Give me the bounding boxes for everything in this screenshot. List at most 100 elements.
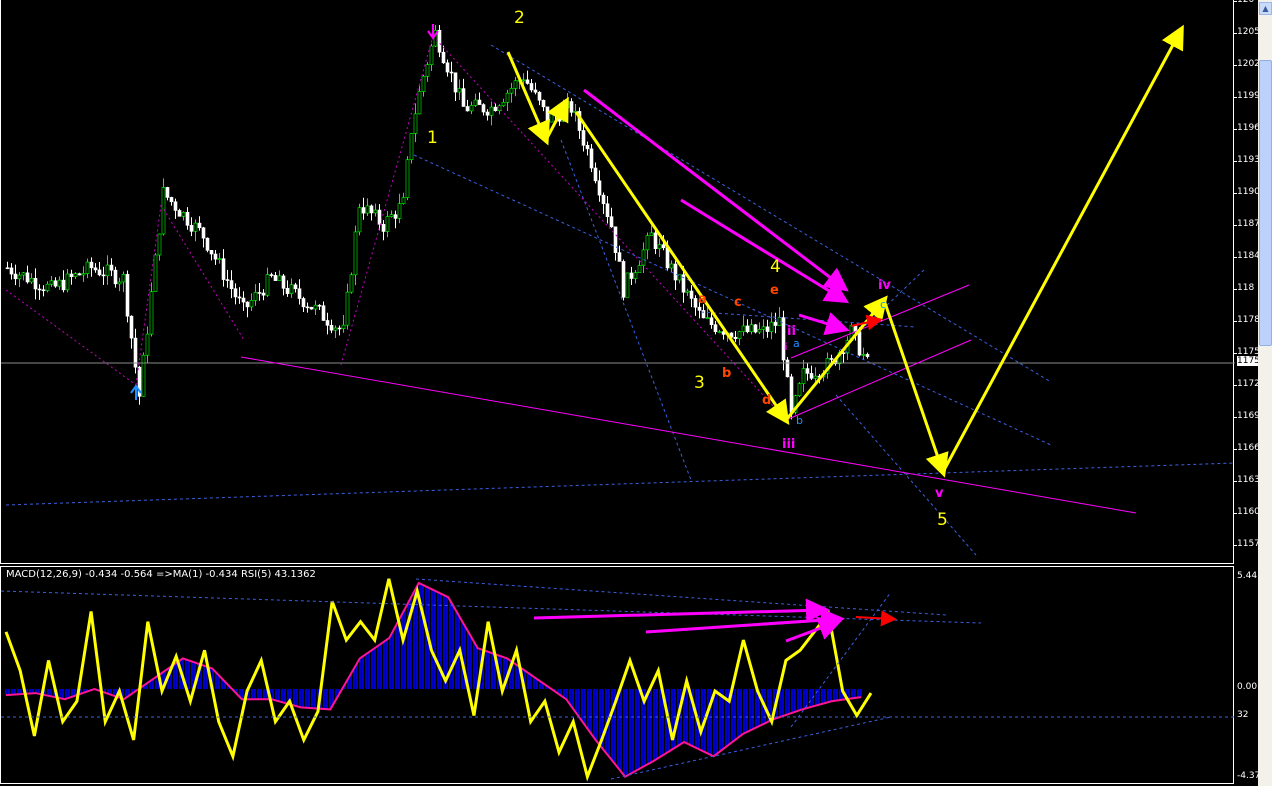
candle	[545, 106, 550, 127]
candle	[593, 162, 598, 184]
candle	[425, 62, 430, 82]
candle	[341, 315, 346, 333]
candle	[381, 220, 386, 241]
candle	[229, 270, 234, 299]
candle	[713, 320, 718, 335]
candle	[225, 269, 230, 288]
candle	[505, 89, 510, 112]
candle	[609, 207, 614, 228]
axis-tick	[1234, 353, 1237, 355]
wave-path	[574, 111, 790, 425]
candle	[173, 198, 178, 219]
indicator-pane[interactable]	[0, 566, 1235, 784]
price-tick-label: 1160	[1237, 507, 1259, 518]
price-chart-pane[interactable]	[0, 0, 1235, 564]
candle	[697, 298, 702, 319]
candle	[493, 103, 498, 112]
wave-path	[506, 51, 550, 146]
candle	[53, 277, 58, 288]
candle	[633, 270, 638, 284]
axis-tick	[1234, 417, 1237, 419]
axis-tick	[1234, 225, 1237, 227]
magenta-arrow	[533, 598, 830, 623]
candle	[349, 272, 354, 294]
candle	[677, 274, 682, 284]
wave-label-ii: ii	[787, 324, 796, 339]
candle	[309, 306, 314, 310]
candle	[221, 249, 226, 287]
candle	[513, 76, 518, 97]
candle	[461, 78, 466, 107]
axis-tick	[1234, 33, 1237, 34]
axis-tick	[1234, 257, 1237, 259]
candle	[373, 203, 378, 217]
candle	[625, 272, 630, 298]
candle	[369, 204, 374, 221]
candle	[321, 301, 326, 321]
axis-tick	[1234, 289, 1237, 291]
wave-path	[882, 299, 949, 478]
candle	[241, 291, 246, 311]
indicator-tick-label: 32	[1237, 710, 1249, 720]
candle	[213, 249, 218, 265]
up-arrow-icon	[130, 384, 142, 400]
trendline	[860, 267, 927, 331]
candle	[281, 273, 286, 296]
wave-label-1: 1	[427, 128, 438, 148]
price-tick-label: 1187	[1237, 219, 1259, 230]
candle	[257, 283, 262, 301]
candle	[201, 226, 206, 248]
candle	[69, 269, 74, 285]
candle	[601, 192, 606, 214]
candle	[705, 307, 710, 320]
candle	[765, 319, 770, 338]
candle	[653, 229, 658, 255]
price-tick-label: 1199	[1237, 91, 1259, 102]
candle	[497, 104, 502, 115]
trend-channels-dashed	[5, 44, 1235, 556]
wave-label-orange-a: a	[698, 292, 707, 307]
candle	[865, 352, 870, 359]
candle	[129, 315, 134, 349]
candle	[121, 271, 126, 293]
candle	[861, 347, 866, 360]
trendline	[5, 462, 1235, 506]
candle	[529, 78, 534, 93]
magenta-arrow	[785, 617, 843, 643]
candle	[93, 263, 98, 273]
candle	[249, 293, 254, 312]
candle	[473, 93, 478, 107]
candle	[809, 365, 814, 381]
price-tick-label: 1196	[1237, 123, 1259, 134]
candle	[397, 193, 402, 224]
axis-tick	[1234, 65, 1237, 66]
candle	[489, 101, 494, 126]
wave-label-cyan-c: c	[880, 298, 887, 311]
scrollbar-thumb[interactable]	[1259, 60, 1272, 346]
candle	[389, 210, 394, 218]
candle	[533, 82, 538, 95]
candle	[589, 144, 594, 173]
wave-label-orange-c: c	[734, 295, 742, 310]
candle	[297, 279, 302, 305]
scroll-up-button[interactable]: ▲	[1259, 2, 1272, 15]
trendline	[413, 154, 1052, 446]
trendline	[835, 394, 977, 556]
axis-tick	[1234, 545, 1237, 547]
candle	[717, 329, 722, 334]
zigzag-line	[432, 35, 787, 421]
trendline	[490, 44, 1052, 383]
candle	[749, 319, 754, 335]
candle	[597, 170, 602, 202]
candle	[421, 74, 426, 97]
axis-tick	[1234, 385, 1237, 387]
candle	[409, 132, 414, 164]
magenta-arrow	[645, 608, 845, 634]
candle	[761, 319, 766, 339]
candle	[345, 283, 350, 330]
candle	[265, 267, 270, 297]
candle	[49, 276, 54, 287]
candle	[577, 107, 582, 139]
candle	[477, 92, 482, 105]
candle	[413, 103, 418, 143]
